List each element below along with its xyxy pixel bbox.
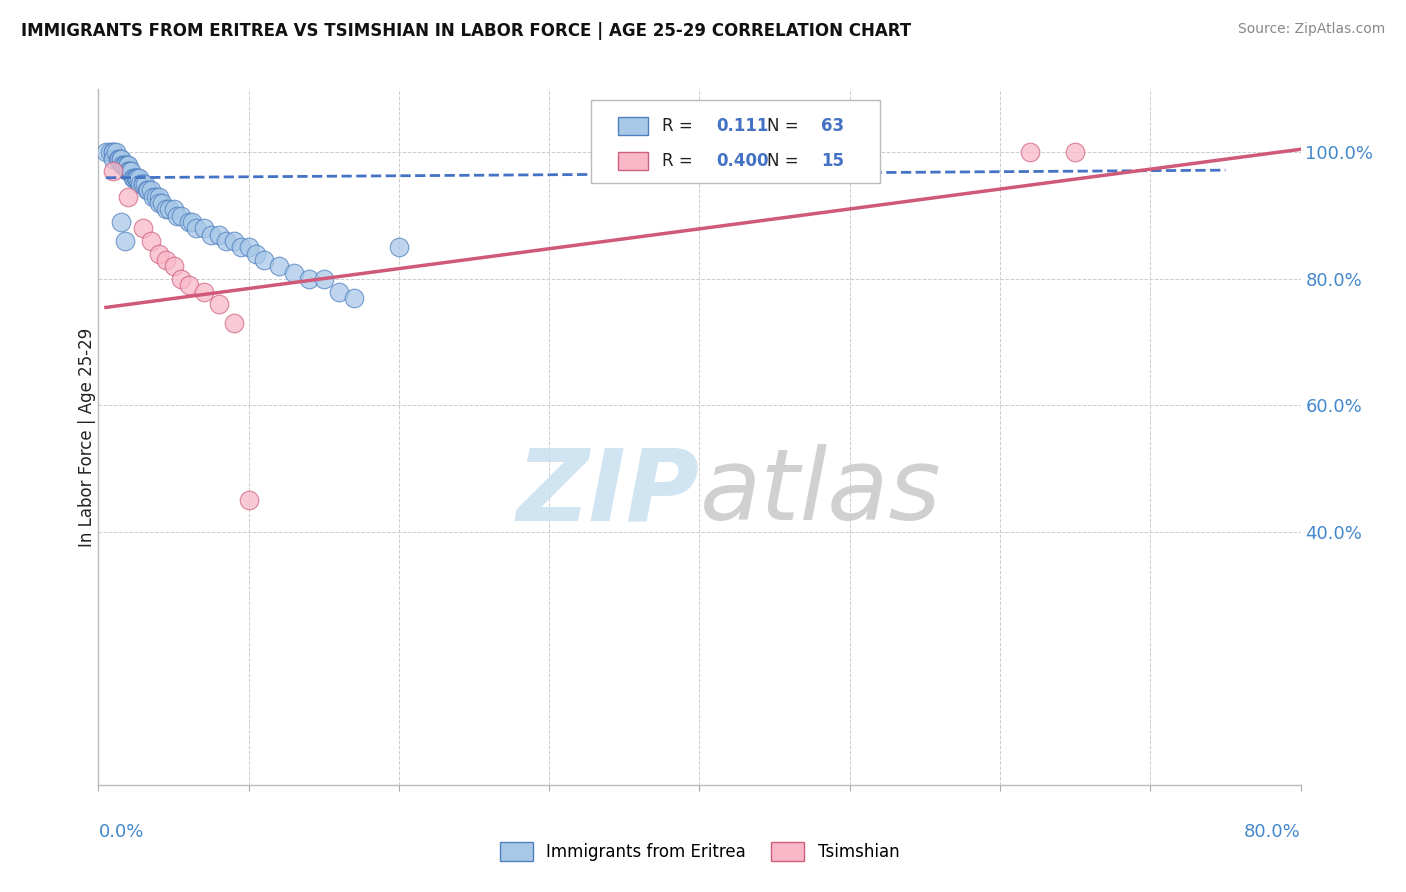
Point [114,158,136,172]
Point [125,170,148,185]
Point [222,316,245,330]
Text: 80.0%: 80.0% [1244,823,1301,841]
Point [118,164,141,178]
Point [145,190,167,204]
Text: N =: N = [768,152,804,169]
FancyBboxPatch shape [617,118,648,135]
Point [148,196,170,211]
Point [267,260,290,274]
Point [105,145,128,160]
Point [200,227,222,242]
Point [117,158,139,172]
Text: 0.0%: 0.0% [98,823,143,841]
Point [94,145,117,160]
Point [148,246,170,260]
Point [103,145,125,160]
Point [283,266,305,280]
Point [141,190,163,204]
Point [117,164,139,178]
Point [103,145,125,160]
FancyBboxPatch shape [592,100,880,183]
Point [170,272,193,286]
Point [238,493,260,508]
Point [110,152,132,166]
Point [110,215,132,229]
Point [111,158,134,172]
Point [208,227,231,242]
Point [238,240,260,254]
Point [155,202,177,217]
Point [162,260,184,274]
Point [110,152,132,166]
Point [124,170,146,185]
Point [114,234,136,248]
Point [343,291,366,305]
Text: 0.111: 0.111 [716,117,769,135]
Point [180,215,202,229]
Point [312,272,335,286]
FancyBboxPatch shape [617,153,648,169]
Point [328,285,350,299]
Point [155,252,177,267]
Point [136,183,159,197]
Point [1064,145,1087,160]
Text: 63: 63 [821,117,845,135]
Text: Source: ZipAtlas.com: Source: ZipAtlas.com [1237,22,1385,37]
Point [148,190,170,204]
Point [134,177,156,191]
Text: atlas: atlas [699,444,941,541]
Y-axis label: In Labor Force | Age 25-29: In Labor Force | Age 25-29 [79,327,96,547]
Point [128,170,150,185]
Point [107,152,129,166]
Point [108,152,131,166]
Point [184,221,207,235]
Point [132,177,155,191]
Text: ZIP: ZIP [516,444,699,541]
Point [177,278,200,293]
Point [162,202,184,217]
Point [388,240,411,254]
Point [127,170,149,185]
Point [222,234,245,248]
Point [1019,145,1042,160]
Point [208,297,231,311]
Point [253,252,276,267]
Point [100,145,122,160]
Point [112,158,135,172]
Text: 15: 15 [821,152,845,169]
Point [132,221,155,235]
Point [125,170,148,185]
Text: N =: N = [768,117,804,135]
Point [103,152,125,166]
Point [139,234,162,248]
Point [193,221,215,235]
Point [166,209,188,223]
Point [170,209,193,223]
Point [245,246,267,260]
Point [103,164,125,178]
Point [177,215,200,229]
Point [298,272,321,286]
Point [117,190,139,204]
Point [122,170,145,185]
Text: IMMIGRANTS FROM ERITREA VS TSIMSHIAN IN LABOR FORCE | AGE 25-29 CORRELATION CHAR: IMMIGRANTS FROM ERITREA VS TSIMSHIAN IN … [21,22,911,40]
Point [115,158,138,172]
Text: R =: R = [662,152,699,169]
Point [150,196,173,211]
Point [129,177,152,191]
Point [215,234,238,248]
Point [231,240,253,254]
Point [132,177,155,191]
Text: R =: R = [662,117,699,135]
Point [135,183,157,197]
Legend: Immigrants from Eritrea, Tsimshian: Immigrants from Eritrea, Tsimshian [499,842,900,862]
Point [157,202,180,217]
Text: 0.400: 0.400 [716,152,769,169]
Point [121,164,143,178]
Point [139,183,162,197]
Point [193,285,215,299]
Point [117,164,139,178]
